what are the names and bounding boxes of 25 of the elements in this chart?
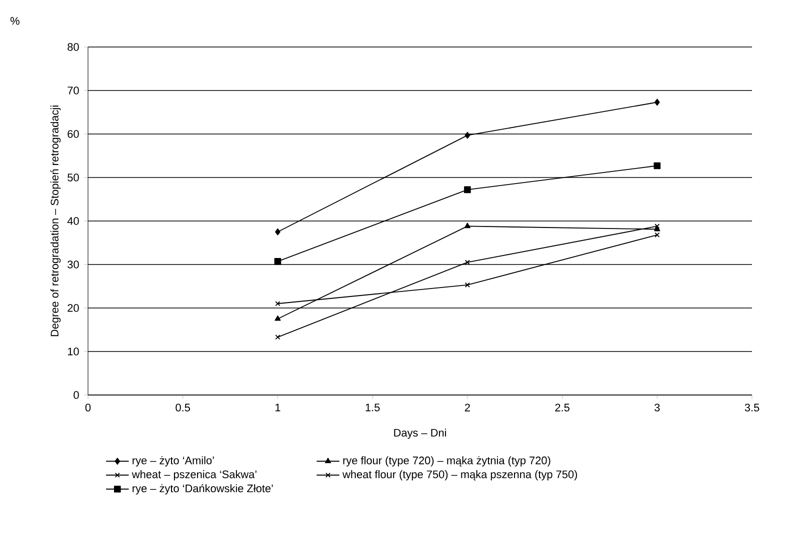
- text: %: [10, 17, 20, 25]
- x-tick-label: 2.5: [555, 404, 570, 412]
- x-tick-label: 2: [464, 404, 470, 412]
- y-tick-label: 0: [74, 391, 79, 399]
- y-tick-label: 10: [68, 348, 79, 356]
- legend-label: rye flour (type 720) – mąka żytnia (typ 720): [343, 456, 550, 466]
- x-tick-label: 0: [85, 404, 91, 412]
- y-tick-label: 30: [68, 260, 79, 268]
- legend-label: wheat – pszenica ‘Sakwa’: [132, 470, 256, 480]
- y-tick-label: 50: [68, 174, 79, 182]
- x-tick-label: 0.5: [176, 404, 190, 412]
- x-tick-label: 3.5: [744, 404, 760, 412]
- legend-label: rye – żyto ‘Dańkowskie Złote’: [132, 484, 273, 494]
- x-axis-title: Days – Dni: [394, 428, 446, 439]
- legend-label: rye – żyto ‘Amilo’: [132, 456, 214, 466]
- x-tick-label: 1: [276, 404, 280, 412]
- y-tick-label: 60: [68, 130, 79, 138]
- legend-label: wheat flour (type 750) – mąka pszenna (typ 750): [342, 470, 577, 480]
- y-tick-label: 40: [67, 217, 79, 225]
- y-tick-label: 20: [68, 304, 79, 312]
- y-tick-label: 80: [68, 43, 79, 51]
- y-axis-title: Degree of retrogradation – Stopień retrogradacji: [50, 106, 61, 336]
- x-tick-label: 3: [654, 404, 660, 412]
- x-tick-label: 1.5: [366, 404, 380, 412]
- y-tick-label: 70: [68, 86, 79, 94]
